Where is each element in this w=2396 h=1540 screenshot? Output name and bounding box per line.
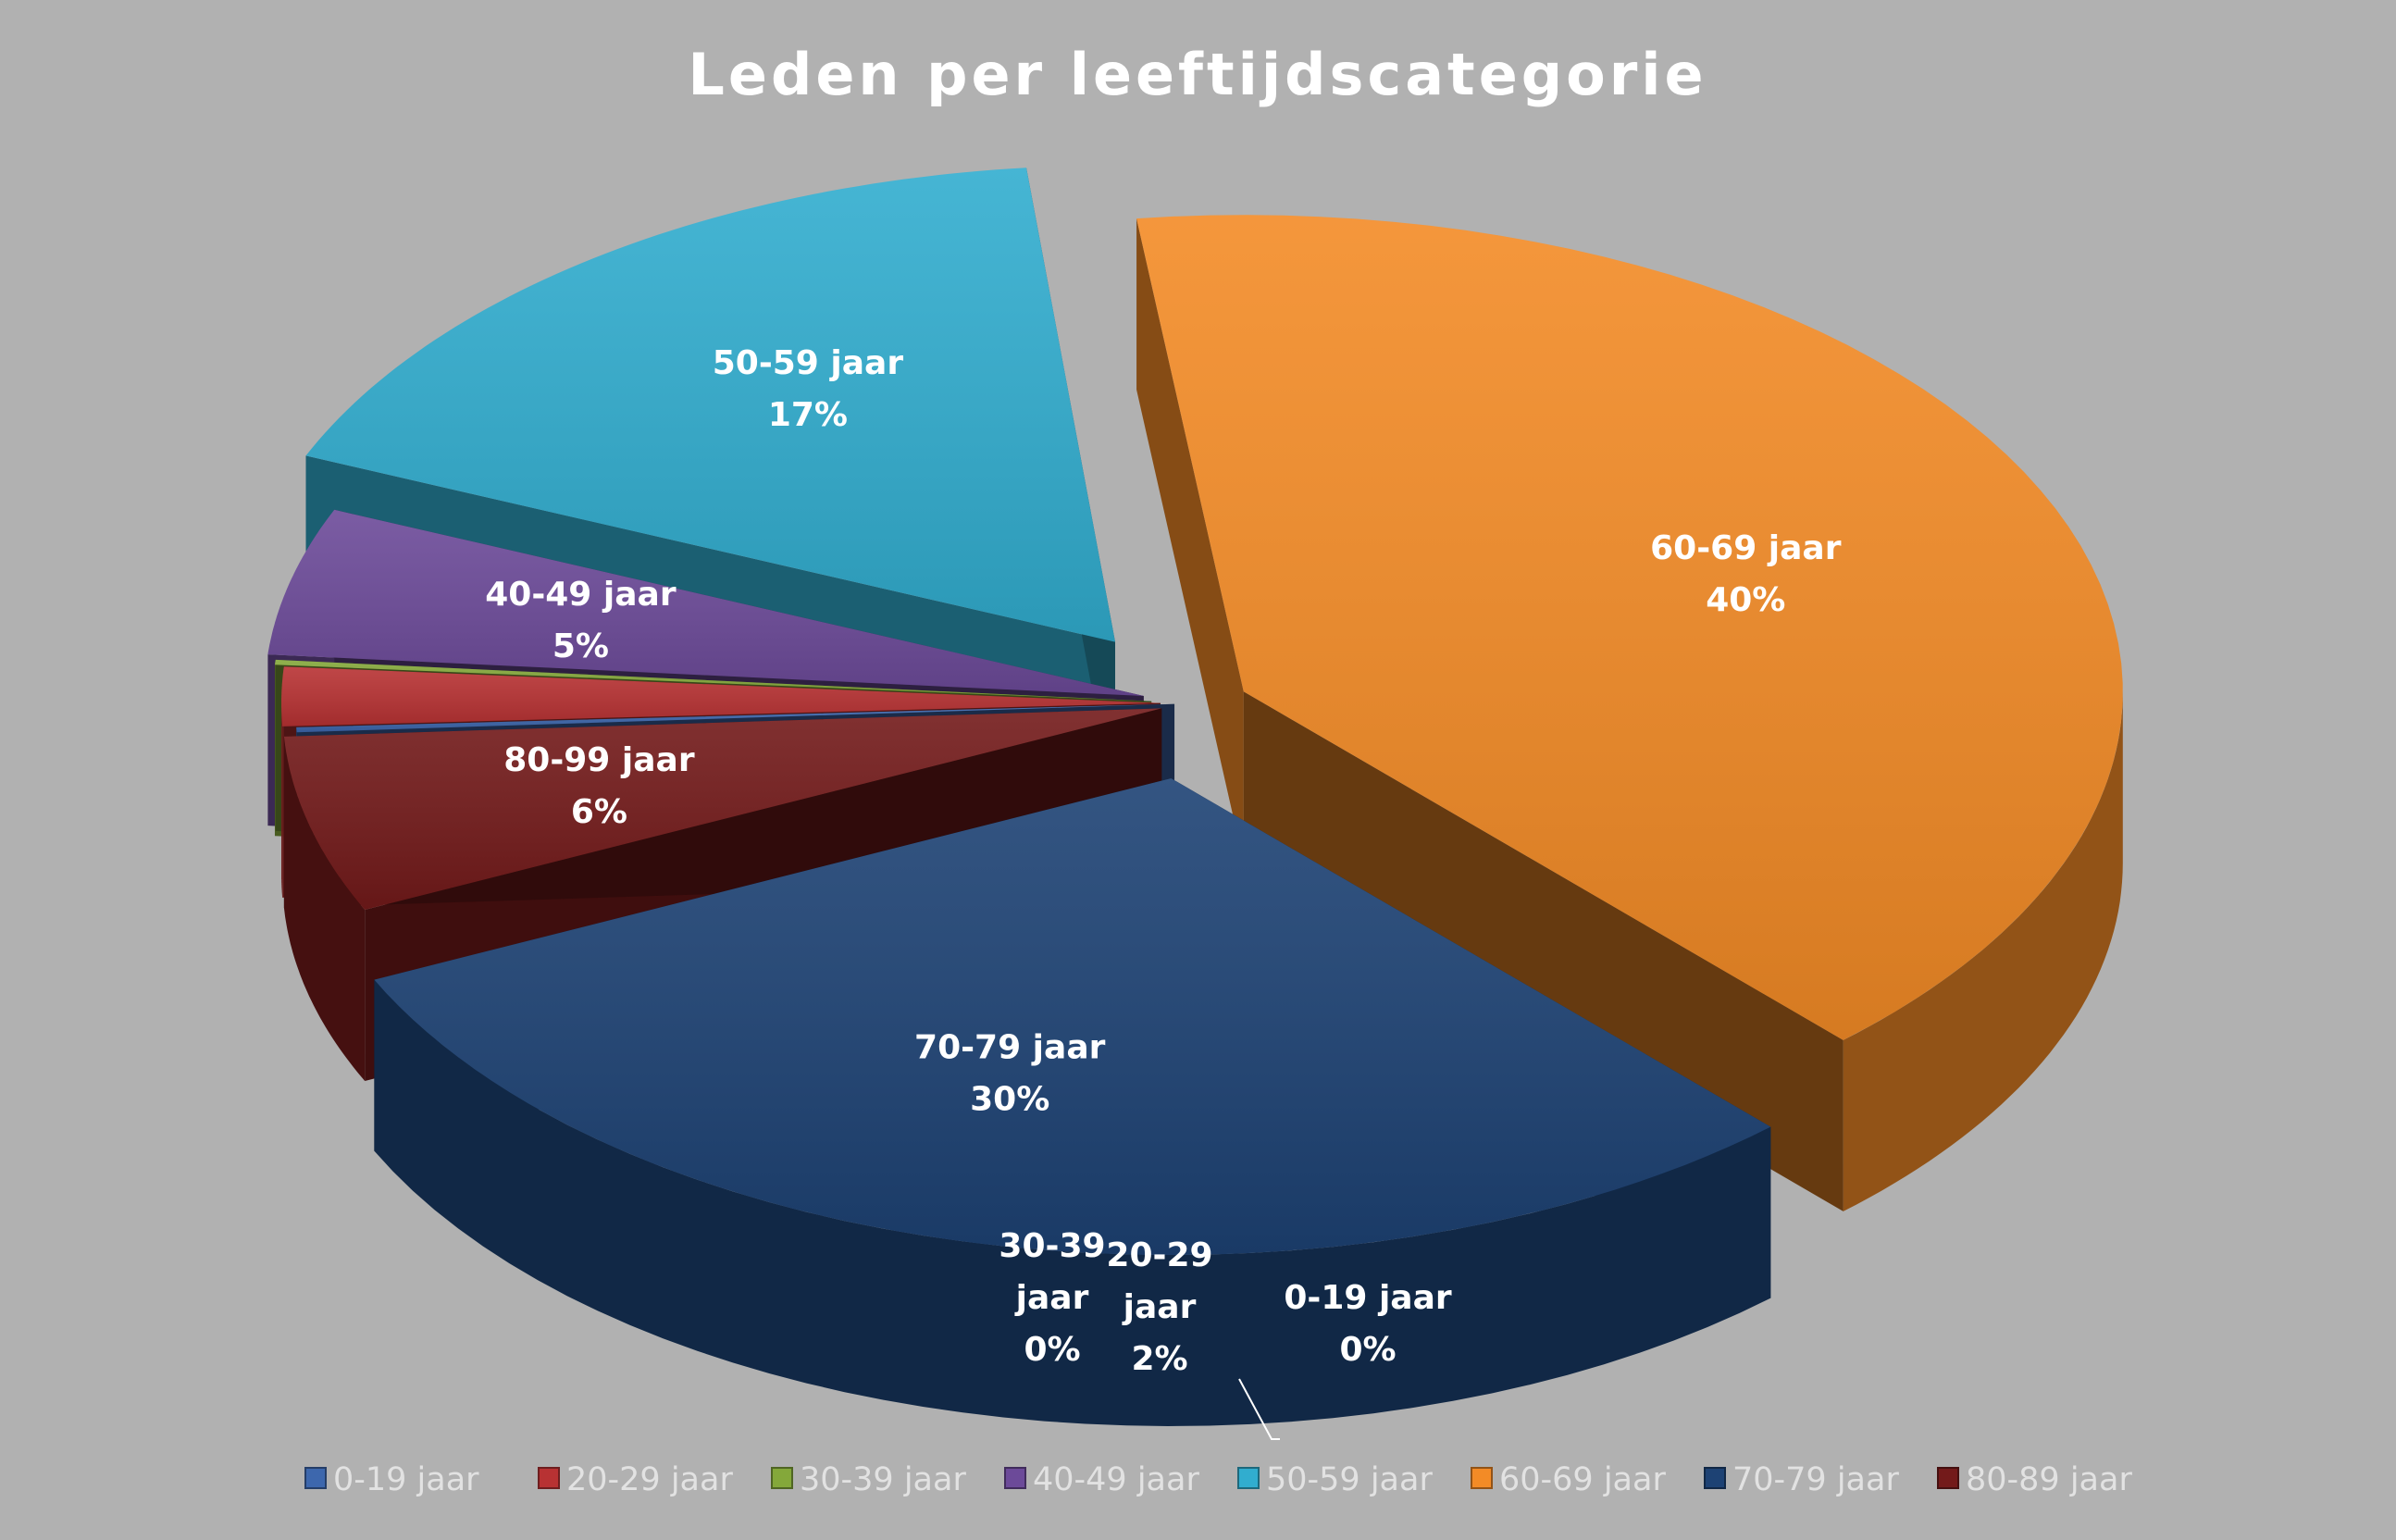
slice-name: 0-19 jaar [1284, 1279, 1452, 1317]
pie-slice-side [1243, 691, 1844, 1211]
pie-slice-wall [1843, 691, 2123, 1211]
legend-item: 70-79 jaar [1704, 1461, 1899, 1498]
slice-name: 80-99 jaar [503, 741, 695, 779]
chart-title: Leden per leeftijdscategorie [688, 41, 1707, 108]
pie-slice-top-shade [283, 708, 1162, 910]
slice-name: 30-39 [999, 1227, 1105, 1265]
slice-name: jaar [1014, 1279, 1089, 1317]
slice-label-s30: 30-39 jaar 0% [999, 1227, 1105, 1369]
legend-swatch [1004, 1467, 1026, 1489]
labels-layer: 60-69 jaar 40% 70-79 jaar 30% 80-99 jaar 6% 0-… [485, 344, 1842, 1440]
legend-item: 20-29 jaar [538, 1461, 733, 1498]
pie-slice-top-shade [374, 778, 1771, 1255]
legend-swatch [771, 1467, 793, 1489]
pie-slice-top-shade [281, 666, 1161, 727]
pie-slice-s70 [374, 777, 1771, 1426]
slice-percent: 0% [1339, 1331, 1396, 1369]
legend-label: 0-19 jaar [333, 1461, 479, 1498]
slice-label-s80: 80-99 jaar 6% [503, 741, 695, 831]
pie-slice-wall [374, 979, 1771, 1426]
legend-label: 80-89 jaar [1966, 1461, 2132, 1498]
slice-label-s0: 0-19 jaar 0% [1238, 1279, 1452, 1440]
slice-percent: 5% [552, 627, 609, 665]
slice-name: 50-59 jaar [713, 344, 904, 382]
legend-item: 40-49 jaar [1004, 1461, 1199, 1498]
slice-name: 20-29 [1106, 1236, 1212, 1274]
slices-layer [267, 168, 2123, 1426]
legend-item: 80-89 jaar [1937, 1461, 2132, 1498]
pie-slice-wall [283, 736, 366, 1081]
slice-label-s70: 70-79 jaar 30% [914, 1029, 1106, 1119]
legend-label: 60-69 jaar [1499, 1461, 1666, 1498]
legend-swatch [1471, 1467, 1493, 1489]
legend-item: 30-39 jaar [771, 1461, 966, 1498]
legend-swatch [1704, 1467, 1726, 1489]
leader-line [1238, 1378, 1280, 1440]
pie-slice-wall [281, 702, 283, 898]
pie-slice-side [1136, 218, 1244, 863]
legend-label: 70-79 jaar [1732, 1461, 1899, 1498]
legend-swatch [1237, 1467, 1260, 1489]
slice-name: 40-49 jaar [485, 576, 677, 614]
slice-percent: 40% [1706, 581, 1785, 619]
slice-percent: 6% [571, 793, 627, 831]
slice-label-s60: 60-69 jaar 40% [1650, 529, 1842, 619]
legend-label: 20-29 jaar [566, 1461, 733, 1498]
slice-percent: 2% [1131, 1340, 1187, 1378]
pie-slice-top-shade [305, 168, 1115, 642]
pie-slice-s60 [1136, 215, 2123, 1211]
slice-percent: 17% [768, 396, 848, 434]
slice-label-s40: 40-49 jaar 5% [485, 576, 677, 665]
slice-percent: 0% [1024, 1331, 1080, 1369]
legend-swatch [304, 1467, 327, 1489]
pie-slice-top-shade [275, 659, 1152, 702]
slice-percent: 30% [970, 1081, 1049, 1119]
slice-label-s20: 20-29 jaar 2% [1106, 1236, 1212, 1378]
slice-name: 70-79 jaar [914, 1029, 1106, 1067]
legend-swatch [1937, 1467, 1959, 1489]
slice-label-s50: 50-59 jaar 17% [713, 344, 904, 434]
pie-slice-top-shade [296, 703, 1174, 733]
slice-name: jaar [1122, 1288, 1197, 1326]
pie-slice-top-shade [1136, 215, 2123, 1040]
legend-item: 50-59 jaar [1237, 1461, 1433, 1498]
legend-label: 40-49 jaar [1033, 1461, 1199, 1498]
legend-item: 60-69 jaar [1471, 1461, 1666, 1498]
legend-item: 0-19 jaar [304, 1461, 479, 1498]
slice-name: 60-69 jaar [1650, 529, 1842, 567]
legend-label: 50-59 jaar [1266, 1461, 1433, 1498]
legend-swatch [538, 1467, 560, 1489]
legend: 0-19 jaar 20-29 jaar 30-39 jaar 40-49 jaar 5… [304, 1461, 2132, 1498]
legend-label: 30-39 jaar [800, 1461, 966, 1498]
pie-slice-top-shade [267, 509, 1144, 696]
